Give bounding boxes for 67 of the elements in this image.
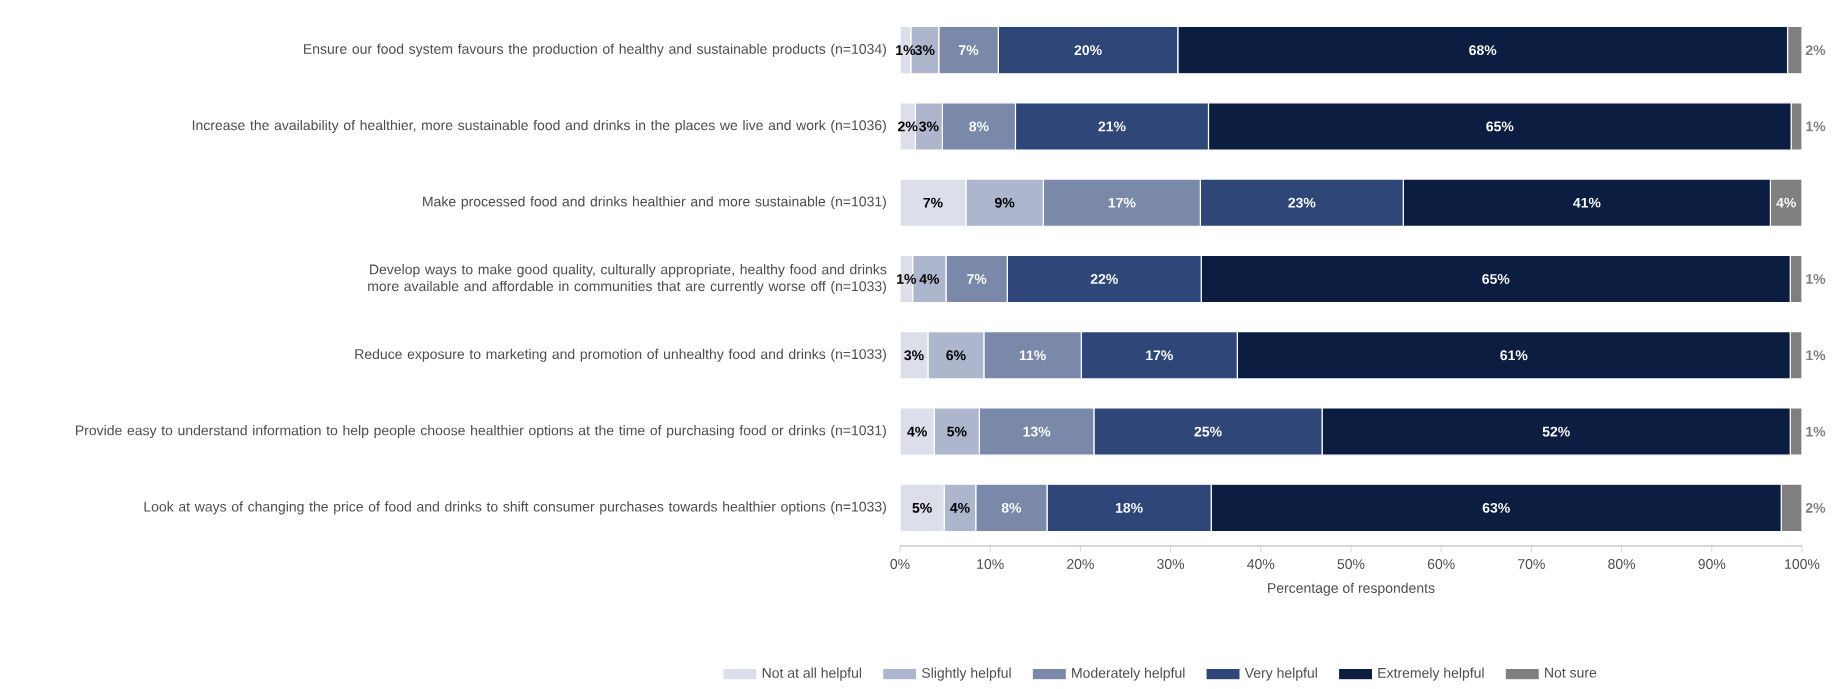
x-tick-label: 20% bbox=[1067, 559, 1094, 570]
data-label: 2% bbox=[1805, 45, 1826, 56]
data-label: 3% bbox=[919, 121, 939, 132]
x-tick-label: 80% bbox=[1608, 559, 1636, 570]
data-label: 13% bbox=[1023, 426, 1051, 437]
data-label: 5% bbox=[912, 503, 932, 513]
y-tick-label: Make processed food and drinks healthier and more sustainable (n=1031) bbox=[423, 196, 886, 210]
x-tick-label: 40% bbox=[1247, 559, 1275, 570]
data-label: 4% bbox=[950, 503, 970, 513]
data-label: 11% bbox=[1019, 350, 1046, 361]
data-label: 3% bbox=[915, 45, 935, 56]
data-label: 2% bbox=[1805, 503, 1826, 513]
data-label: 17% bbox=[1108, 197, 1136, 208]
x-axis-title: Percentage of respondents bbox=[1268, 582, 1435, 596]
y-tick-label: Reduce exposure to marketing and promotion of unhealthy food and drinks (n=1033) bbox=[355, 348, 886, 362]
y-tick-label: Ensure our food system favours the production of healthy and sustainable products (n=1034) bbox=[304, 43, 886, 57]
data-label: 63% bbox=[1482, 503, 1510, 513]
data-label: 18% bbox=[1115, 503, 1143, 513]
data-label: 21% bbox=[1098, 121, 1126, 132]
legend-label: Not at all helpful bbox=[762, 667, 862, 681]
x-tick-label: 70% bbox=[1518, 559, 1545, 570]
x-tick-label: 100% bbox=[1785, 559, 1820, 570]
data-label: 9% bbox=[995, 197, 1015, 208]
x-tick-label: 0% bbox=[890, 559, 910, 570]
data-label: 8% bbox=[1001, 503, 1022, 513]
legend-label: Extremely helpful bbox=[1378, 667, 1484, 681]
data-label: 1% bbox=[1806, 121, 1826, 132]
data-label: 2% bbox=[898, 121, 918, 132]
x-tick-label: 30% bbox=[1157, 559, 1185, 570]
data-label: 65% bbox=[1486, 121, 1514, 132]
data-label: 20% bbox=[1074, 45, 1102, 56]
data-label: 1% bbox=[1806, 350, 1826, 361]
y-tick-label: Provide easy to understand information to help people choose healthier options at the time of purchasing food or drinks (n=1031) bbox=[76, 425, 886, 439]
data-label: 61% bbox=[1500, 350, 1528, 361]
x-tick-label: 60% bbox=[1427, 559, 1455, 570]
data-label: 25% bbox=[1194, 426, 1222, 437]
data-label: 6% bbox=[946, 350, 966, 361]
data-label: 1% bbox=[897, 274, 917, 285]
data-label: 7% bbox=[959, 45, 979, 56]
data-label: 23% bbox=[1288, 197, 1316, 208]
legend-label: Slightly helpful bbox=[921, 667, 1011, 681]
data-label: 65% bbox=[1482, 274, 1510, 285]
y-tick-label: Look at ways of changing the price of food and drinks to shift consumer purchases towards healthier options (n=1033) bbox=[144, 501, 886, 515]
legend-label: Not sure bbox=[1545, 667, 1597, 678]
x-tick-label: 90% bbox=[1698, 559, 1726, 570]
data-label: 68% bbox=[1469, 45, 1497, 56]
y-tick-label: Develop ways to make good quality, culturally appropriate, healthy food and drinks more available and affordable in communities that are currently worse off (n=1033) bbox=[368, 264, 887, 295]
data-label: 4% bbox=[919, 274, 940, 285]
data-label: 8% bbox=[969, 121, 989, 132]
x-tick-label: 10% bbox=[977, 559, 1004, 570]
data-label: 22% bbox=[1090, 274, 1118, 285]
data-label: 41% bbox=[1573, 197, 1601, 208]
data-label: 4% bbox=[907, 426, 927, 437]
data-label: 5% bbox=[947, 426, 967, 437]
x-tick-label: 50% bbox=[1337, 559, 1365, 570]
data-label: 17% bbox=[1146, 350, 1173, 361]
data-label: 52% bbox=[1542, 426, 1570, 437]
legend-label: Very helpful bbox=[1244, 667, 1317, 681]
legend-label: Moderately helpful bbox=[1072, 667, 1185, 681]
data-label: 7% bbox=[967, 274, 987, 285]
y-tick-label: Increase the availability of healthier, more sustainable food and drinks in the places we live and work (n=1036) bbox=[192, 120, 886, 134]
data-label: 7% bbox=[923, 197, 943, 208]
data-label: 1% bbox=[1806, 274, 1826, 285]
data-label: 1% bbox=[1806, 426, 1826, 437]
data-label: 3% bbox=[904, 350, 924, 361]
data-label: 1% bbox=[896, 45, 916, 56]
data-label: 4% bbox=[1776, 197, 1796, 208]
